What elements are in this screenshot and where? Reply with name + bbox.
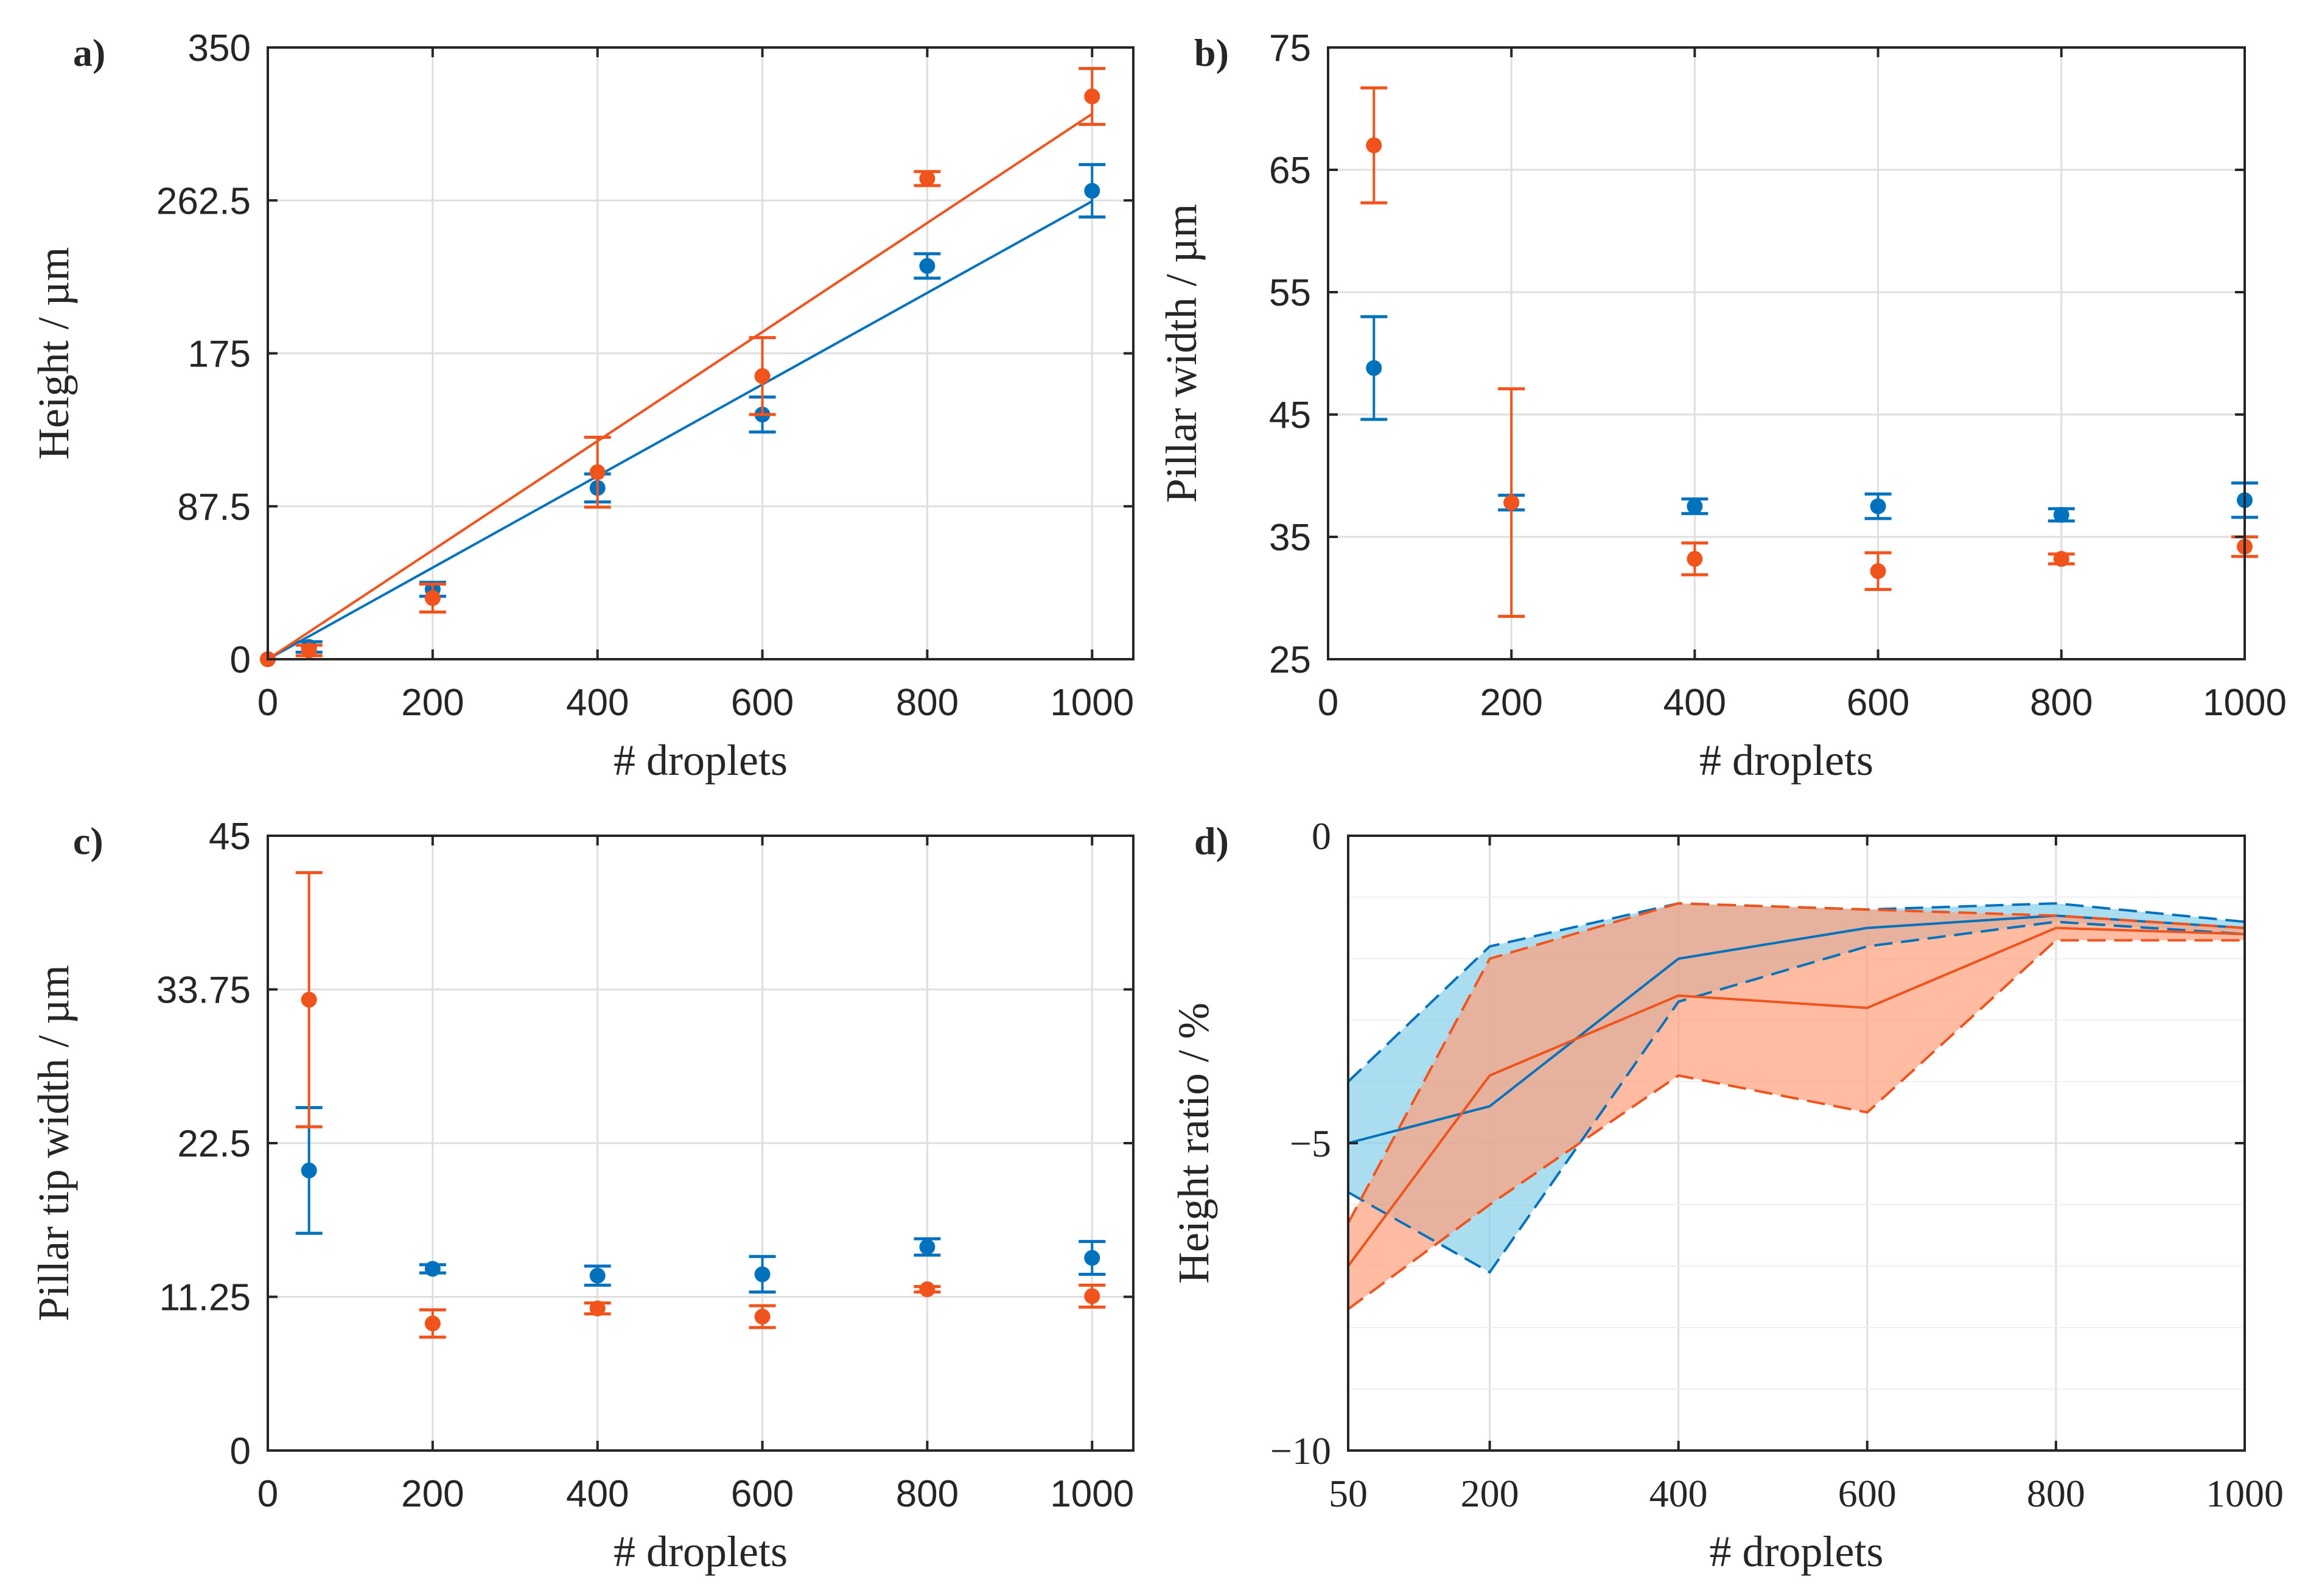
x-tick-label: 800 [896,1473,959,1515]
y-tick-label: −10 [1270,1429,1331,1472]
axes-frame [1327,46,2246,660]
x-tick-label: 400 [1649,1472,1708,1515]
x-tick-label: 600 [731,1473,794,1515]
panel-d: 50 200 400 600 800 1000 −10 −5 0 # droplets Height… [1169,814,2284,1576]
band-orange [1348,903,2245,1309]
x-tick-label: 50 [1329,1472,1368,1515]
y-tick-label: 45 [209,816,251,858]
data-point-orange [1366,137,1382,153]
x-tick-label: 1000 [1050,682,1134,724]
x-tick-label: 400 [566,682,629,724]
fit-line-orange [267,113,1093,660]
lower-bound-orange [1347,939,2245,1311]
upper-bound-orange [1347,902,2245,1224]
x-axis-label: # droplets [1699,736,1873,785]
x-tick-label: 400 [1663,682,1726,724]
data-point-orange [1687,551,1703,567]
y-tick-label: 0 [230,1430,251,1472]
x-tick-label: 600 [1847,682,1909,724]
y-tick-label: 75 [1269,27,1311,69]
y-tick-label: 65 [1269,150,1311,192]
data-point-blue [1870,498,1886,514]
y-tick-label: 87.5 [177,486,251,528]
x-tick-label: 200 [1461,1472,1519,1515]
x-axis-label: # droplets [1710,1527,1884,1576]
y-tick-label: 175 [188,334,251,376]
y-tick-label: 45 [1269,394,1311,436]
y-tick-label: 55 [1269,272,1311,314]
x-tick-label: 0 [257,1473,278,1515]
panel-a: 0 200 400 600 800 1000 0 87.5 175 262.5 350 # dropl… [29,27,1135,785]
x-tick-label: 200 [401,1473,464,1515]
y-tick-label: 0 [1312,814,1331,858]
x-axis-label: # droplets [614,736,788,785]
x-tick-label: 0 [1318,682,1338,724]
panel-c: 0 200 400 600 800 1000 0 11.25 22.5 33.75 45 # drop… [29,816,1135,1576]
data-point-blue [919,257,935,274]
y-tick-label: −5 [1290,1122,1331,1165]
data-point-blue [2053,506,2069,523]
data-point-blue [1366,360,1382,376]
data-point-orange [589,464,606,480]
y-tick-label: 350 [188,27,251,69]
y-axis-label: Pillar tip width / µm [29,965,78,1321]
data-point-orange [919,170,935,187]
data-point-orange [589,1300,606,1317]
mean-line-blue [1348,914,2245,1144]
y-tick-label: 0 [230,639,251,681]
y-tick-label: 33.75 [156,970,251,1012]
x-axis-label: # droplets [614,1527,788,1576]
y-tick-label: 11.25 [159,1277,251,1319]
y-tick-label: 35 [1269,517,1311,559]
data-point-blue [424,1261,441,1277]
data-point-orange [2053,551,2069,567]
data-point-blue [919,1239,935,1255]
panel-label: b) [1194,31,1229,74]
x-tick-label: 600 [731,682,794,724]
data-point-orange [1084,1288,1100,1304]
data-point-orange [1503,494,1520,511]
x-tick-label: 800 [896,682,959,724]
y-tick-label: 25 [1269,639,1311,681]
lower-bound-blue [1348,920,2245,1274]
data-point-blue [1084,183,1100,199]
x-tick-label: 200 [401,682,464,724]
x-tick-label: 1000 [2206,1472,2284,1515]
x-tick-label: 200 [1480,682,1542,724]
data-point-orange [301,642,317,659]
data-point-orange [754,1309,771,1325]
data-point-blue [1687,498,1703,514]
panel-label: c) [73,819,103,863]
x-tick-label: 1000 [2203,682,2287,724]
data-point-blue [301,1162,317,1178]
y-tick-label: 262.5 [156,180,251,222]
data-point-orange [754,368,771,384]
y-tick-label: 22.5 [177,1123,251,1165]
mean-line-orange [1347,926,2245,1267]
x-tick-label: 800 [2027,1472,2085,1515]
panel-b: 0 200 400 600 800 1000 25 35 45 55 65 75 # droplets P… [1157,27,2287,785]
data-point-blue [754,1266,771,1283]
x-tick-label: 400 [566,1473,629,1515]
data-point-orange [919,1281,935,1298]
panel-label: d) [1194,819,1229,863]
plot-area [1328,47,2245,659]
data-point-orange [424,590,441,606]
data-point-orange [1870,563,1886,579]
data-point-blue [1084,1250,1100,1266]
data-point-orange [301,992,317,1008]
fit-line-blue [267,200,1093,660]
data-point-orange [424,1315,441,1332]
x-tick-label: 800 [2030,682,2093,724]
data-point-blue [589,1267,606,1284]
x-tick-label: 600 [1838,1472,1897,1515]
x-tick-label: 1000 [1050,1473,1134,1515]
panel-label: a) [73,31,105,74]
data-point-orange [1084,88,1100,105]
y-axis-label: Height / µm [29,247,78,460]
x-tick-label: 0 [257,682,278,724]
y-axis-label: Height ratio / % [1169,1003,1218,1284]
y-axis-label: Pillar width / µm [1157,204,1206,503]
